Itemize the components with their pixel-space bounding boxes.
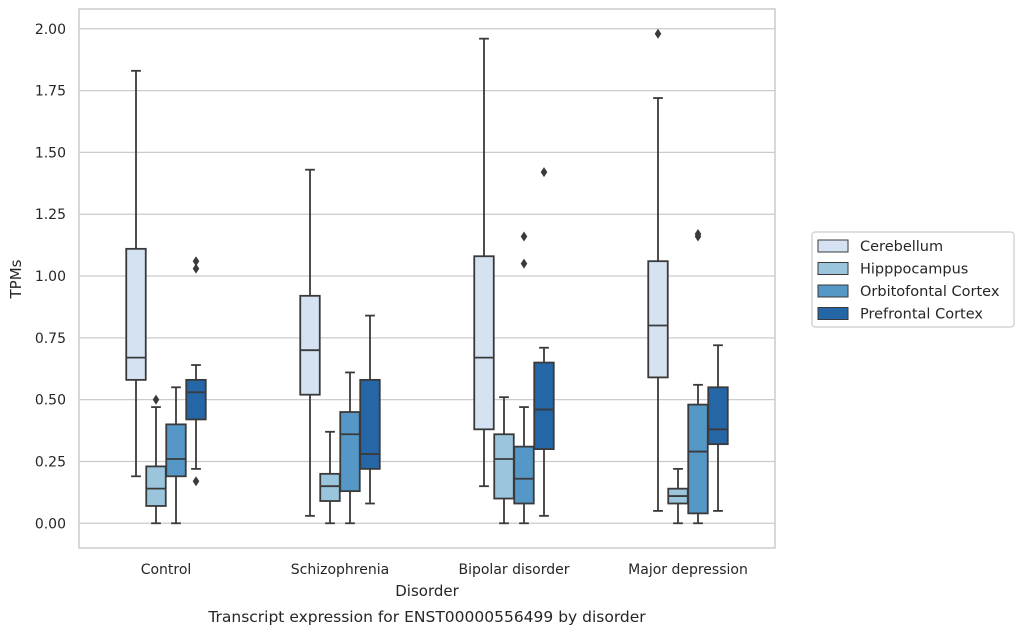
box-iqr	[533, 361, 555, 451]
box-iqr	[359, 378, 381, 470]
x-tick-label: Major depression	[628, 562, 748, 578]
box-orbitofontal-cortex	[513, 231, 535, 525]
box-prefrontal-cortex	[185, 256, 207, 487]
outlier-point	[654, 28, 662, 39]
x-tick-label: Bipolar disorder	[458, 562, 569, 578]
box-cerebellum	[473, 37, 495, 488]
box-iqr	[185, 378, 207, 421]
box-prefrontal-cortex	[533, 167, 555, 517]
box-iqr	[707, 386, 729, 446]
box-hipppocampus	[493, 396, 515, 525]
box-prefrontal-cortex	[359, 314, 381, 505]
box-iqr	[339, 411, 361, 493]
outlier-point	[192, 476, 200, 487]
legend-label: Prefrontal Cortex	[860, 307, 983, 323]
outlier-point	[520, 258, 528, 269]
legend-swatch	[817, 307, 849, 320]
outlier-point	[540, 167, 548, 178]
x-tick-labels: Control Schizophrenia Bipolar disorder Majo…	[141, 562, 748, 578]
box-hipppocampus	[319, 430, 341, 525]
box-series	[125, 28, 729, 525]
box-iqr	[125, 247, 147, 381]
outlier-point	[192, 263, 200, 274]
x-axis-label: Disorder	[395, 582, 459, 600]
legend-frame	[811, 231, 1015, 328]
box-iqr	[687, 403, 709, 515]
box-prefrontal-cortex	[707, 344, 729, 512]
outlier-point	[520, 231, 528, 242]
y-axis-label: TPMs	[7, 259, 25, 299]
box-hipppocampus	[145, 394, 167, 525]
y-tick-labels: 0.00 0.25 0.50 0.75 1.00 1.25 1.50 1.75 2.00	[35, 22, 66, 532]
y-tick-label: 0.75	[35, 331, 66, 347]
box-iqr	[493, 433, 515, 500]
box-cerebellum	[647, 28, 669, 512]
outlier-point	[152, 394, 160, 405]
y-tick-label: 2.00	[35, 22, 66, 38]
box-orbitofontal-cortex	[687, 228, 709, 525]
x-tick-label: Schizophrenia	[291, 562, 389, 578]
chart-caption: Transcript expression for ENST0000055649…	[207, 608, 646, 626]
y-tick-label: 1.75	[35, 84, 66, 100]
legend-swatch	[817, 262, 849, 275]
legend-swatch	[817, 239, 849, 253]
box-iqr	[299, 294, 321, 396]
box-orbitofontal-cortex	[165, 386, 187, 525]
box-iqr	[319, 472, 341, 502]
box-iqr	[513, 445, 535, 505]
box-iqr	[165, 423, 187, 478]
y-tick-label: 1.25	[35, 207, 66, 223]
box-orbitofontal-cortex	[339, 371, 361, 525]
legend-label: Cerebellum	[860, 239, 943, 255]
outlier-point	[694, 228, 702, 239]
y-tick-label: 0.00	[35, 516, 66, 532]
y-tick-label: 1.00	[35, 269, 66, 285]
box-cerebellum	[125, 69, 147, 478]
legend-swatch	[817, 284, 849, 298]
y-tick-label: 0.50	[35, 393, 66, 409]
y-tick-label: 1.50	[35, 145, 66, 161]
x-tick-label: Control	[141, 562, 192, 578]
legend: Cerebellum Hipppocampus Orbitofontal Corte…	[811, 231, 1015, 328]
outlier-point	[192, 256, 200, 267]
box-iqr	[145, 465, 167, 507]
legend-label: Orbitofontal Cortex	[860, 284, 1000, 300]
legend-label: Hipppocampus	[860, 262, 968, 278]
box-iqr	[473, 255, 495, 431]
box-cerebellum	[299, 168, 321, 517]
box-hipppocampus	[667, 467, 689, 525]
y-tick-label: 0.25	[35, 454, 66, 470]
plot-frame	[78, 8, 776, 549]
box-iqr	[647, 260, 669, 379]
